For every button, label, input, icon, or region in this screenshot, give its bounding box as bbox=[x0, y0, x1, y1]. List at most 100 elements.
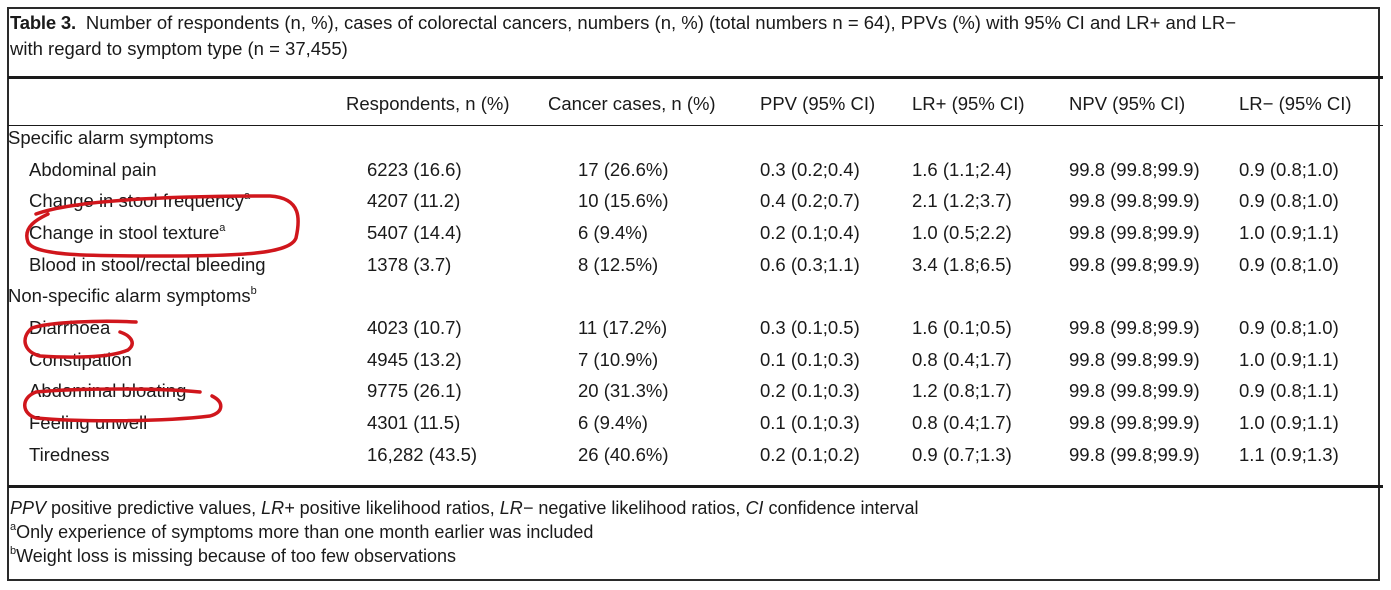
symptom-label: Abdominal pain bbox=[29, 158, 157, 180]
respondents-cell: 4207 (11.2) bbox=[367, 190, 461, 212]
column-header-lr_neg: LR− (95% CI) bbox=[1239, 93, 1352, 114]
lr-neg-cell: 0.9 (0.8;1.0) bbox=[1239, 316, 1339, 338]
footnote-abbreviation: LR− bbox=[499, 498, 534, 518]
respondents-cell: 9775 (26.1) bbox=[367, 380, 462, 402]
table-row: Blood in stool/rectal bleeding 1378 (3.7)… bbox=[8, 249, 1373, 281]
lr-pos-cell: 1.6 (1.1;2.4) bbox=[912, 158, 1012, 180]
footnote-a: aOnly experience of symptoms more than o… bbox=[10, 520, 919, 544]
footnote-b-marker: b bbox=[10, 545, 17, 557]
symptom-label: Tiredness bbox=[29, 443, 110, 465]
npv-cell: 99.8 (99.8;99.9) bbox=[1069, 158, 1200, 180]
npv-cell: 99.8 (99.8;99.9) bbox=[1069, 253, 1200, 275]
table-row: Change in stool texturea 5407 (14.4) 6 (9.… bbox=[8, 217, 1373, 249]
section-title-footnote-marker: b bbox=[250, 285, 257, 298]
npv-cell: 99.8 (99.8;99.9) bbox=[1069, 316, 1200, 338]
top-rule bbox=[8, 76, 1383, 79]
lr-neg-cell: 1.0 (0.9;1.1) bbox=[1239, 348, 1339, 370]
lr-neg-cell: 0.9 (0.8;1.0) bbox=[1239, 253, 1339, 275]
respondents-cell: 1378 (3.7) bbox=[367, 253, 452, 275]
caption-line-1: Table 3. Number of respondents (n, %), ca… bbox=[10, 10, 1360, 36]
table-caption: Table 3. Number of respondents (n, %), ca… bbox=[10, 10, 1360, 62]
symptom-cell: Abdominal bloating bbox=[8, 376, 338, 408]
ppv-cell: 0.3 (0.2;0.4) bbox=[760, 158, 860, 180]
table-row: Feeling unwell 4301 (11.5) 6 (9.4%) 0.1 (0.… bbox=[8, 407, 1373, 439]
caption-label: Table 3. bbox=[10, 12, 76, 33]
footnote-abbreviation-meaning: positive predictive values, bbox=[46, 498, 262, 518]
table-row: Abdominal pain 6223 (16.6) 17 (26.6%) 0.3 (… bbox=[8, 154, 1373, 186]
footnote-b-text: Weight loss is missing because of too fe… bbox=[16, 546, 457, 566]
cancer-cell: 20 (31.3%) bbox=[578, 380, 669, 402]
npv-cell: 99.8 (99.8;99.9) bbox=[1069, 221, 1200, 243]
header-row: Respondents, n (%) Cancer cases, n (%) PPV… bbox=[8, 86, 1373, 122]
ppv-cell: 0.6 (0.3;1.1) bbox=[760, 253, 860, 275]
cancer-cell: 10 (15.6%) bbox=[578, 190, 669, 212]
footnote-abbreviation: CI bbox=[745, 498, 764, 518]
symptom-label: Abdominal bloating bbox=[29, 380, 187, 402]
respondents-cell: 4945 (13.2) bbox=[367, 348, 462, 370]
ppv-cell: 0.1 (0.1;0.3) bbox=[760, 348, 860, 370]
table-footnotes: PPV positive predictive values, LR+ posi… bbox=[10, 496, 919, 568]
table-row: Abdominal bloating 9775 (26.1) 20 (31.3%) 0… bbox=[8, 376, 1373, 408]
circle-abdominal-bloating bbox=[23, 387, 223, 423]
column-header-respondents: Respondents, n (%) bbox=[346, 93, 510, 114]
footnote-a-text: Only experience of symptoms more than on… bbox=[16, 522, 594, 542]
caption-line-2: with regard to symptom type (n = 37,455) bbox=[10, 38, 348, 59]
ppv-cell: 0.3 (0.1;0.5) bbox=[760, 316, 860, 338]
column-header-ppv: PPV (95% CI) bbox=[760, 93, 876, 114]
lr-pos-cell: 1.0 (0.5;2.2) bbox=[912, 221, 1012, 243]
lr-pos-cell: 3.4 (1.8;6.5) bbox=[912, 253, 1012, 275]
npv-cell: 99.8 (99.8;99.9) bbox=[1069, 380, 1200, 402]
lr-neg-cell: 1.1 (0.9;1.3) bbox=[1239, 443, 1339, 465]
footnote-abbreviation-meaning: negative likelihood ratios, bbox=[533, 498, 746, 518]
symptom-footnote-marker: a bbox=[219, 221, 226, 234]
symptom-cell: Blood in stool/rectal bleeding bbox=[8, 249, 338, 281]
footnote-a-marker: a bbox=[10, 521, 17, 533]
cancer-cell: 7 (10.9%) bbox=[578, 348, 659, 370]
footnote-abbreviation-meaning: positive likelihood ratios, bbox=[294, 498, 500, 518]
ppv-cell: 0.2 (0.1;0.3) bbox=[760, 380, 860, 402]
section-title-text: Non-specific alarm symptoms bbox=[8, 285, 251, 307]
lr-pos-cell: 1.6 (0.1;0.5) bbox=[912, 316, 1012, 338]
section-header-row: Specific alarm symptoms bbox=[8, 122, 1373, 154]
cancer-cell: 6 (9.4%) bbox=[578, 412, 648, 434]
npv-cell: 99.8 (99.8;99.9) bbox=[1069, 348, 1200, 370]
section-header-row: Non-specific alarm symptomsb bbox=[8, 280, 1373, 312]
cancer-cell: 6 (9.4%) bbox=[578, 221, 648, 243]
caption-text-1: Number of respondents (n, %), cases of c… bbox=[85, 12, 1237, 33]
npv-cell: 99.8 (99.8;99.9) bbox=[1069, 190, 1200, 212]
ppv-cell: 0.1 (0.1;0.3) bbox=[760, 412, 860, 434]
respondents-cell: 16,282 (43.5) bbox=[367, 443, 478, 465]
lr-pos-cell: 0.8 (0.4;1.7) bbox=[912, 348, 1012, 370]
table-row: Diarrhoea 4023 (10.7) 11 (17.2%) 0.3 (0.1;0… bbox=[8, 312, 1373, 344]
symptom-cell: Change in stool texturea bbox=[8, 217, 338, 249]
column-header-lr_pos: LR+ (95% CI) bbox=[912, 93, 1025, 114]
circle-stool-symptoms bbox=[25, 194, 300, 258]
symptom-label: Blood in stool/rectal bleeding bbox=[29, 253, 266, 275]
symptom-label: Change in stool texture bbox=[29, 221, 220, 243]
respondents-cell: 4301 (11.5) bbox=[367, 412, 461, 434]
table-row: Change in stool frequencya 4207 (11.2) 10 … bbox=[8, 185, 1373, 217]
column-header-cancer: Cancer cases, n (%) bbox=[548, 93, 716, 114]
respondents-cell: 5407 (14.4) bbox=[367, 221, 462, 243]
table-body: Specific alarm symptoms Abdominal pain 622… bbox=[8, 122, 1373, 471]
symptom-cell: Tiredness bbox=[8, 439, 338, 471]
cancer-cell: 17 (26.6%) bbox=[578, 158, 669, 180]
cancer-cell: 11 (17.2%) bbox=[578, 316, 668, 338]
npv-cell: 99.8 (99.8;99.9) bbox=[1069, 412, 1200, 434]
ppv-cell: 0.2 (0.1;0.2) bbox=[760, 443, 860, 465]
footnote-abbreviation-meaning: confidence interval bbox=[763, 498, 919, 518]
respondents-cell: 6223 (16.6) bbox=[367, 158, 462, 180]
section-title: Specific alarm symptoms bbox=[8, 122, 1373, 154]
symptom-cell: Abdominal pain bbox=[8, 154, 338, 186]
lr-neg-cell: 0.9 (0.8;1.0) bbox=[1239, 158, 1339, 180]
lr-pos-cell: 0.8 (0.4;1.7) bbox=[912, 412, 1012, 434]
npv-cell: 99.8 (99.8;99.9) bbox=[1069, 443, 1200, 465]
footnote-abbreviations: PPV positive predictive values, LR+ posi… bbox=[10, 496, 919, 520]
symptom-label: Feeling unwell bbox=[29, 412, 148, 434]
ppv-cell: 0.4 (0.2;0.7) bbox=[760, 190, 860, 212]
table-row: Tiredness 16,282 (43.5) 26 (40.6%) 0.2 (0.1… bbox=[8, 439, 1373, 471]
lr-neg-cell: 0.9 (0.8;1.1) bbox=[1239, 380, 1339, 402]
lr-neg-cell: 1.0 (0.9;1.1) bbox=[1239, 221, 1339, 243]
cancer-cell: 8 (12.5%) bbox=[578, 253, 659, 275]
